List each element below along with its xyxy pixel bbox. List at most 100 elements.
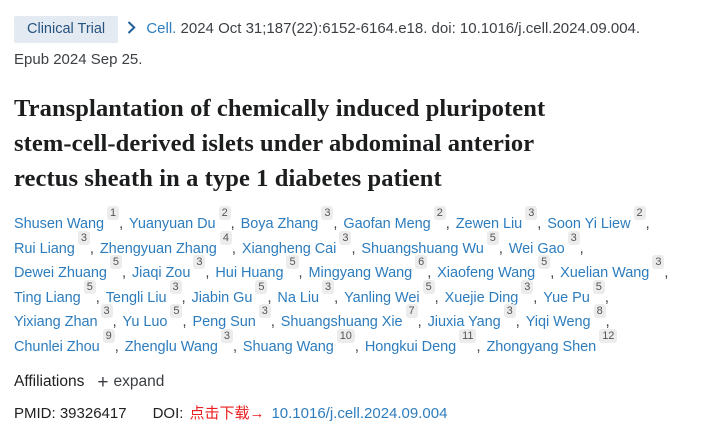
author-affiliation-sup: 10 xyxy=(336,328,355,343)
author-link[interactable]: Boya Zhang xyxy=(240,216,319,232)
author-item: Xuejie Ding3, xyxy=(444,279,544,306)
author-separator: , xyxy=(112,314,121,330)
author-affiliation-sup: 11 xyxy=(459,328,477,343)
author-link[interactable]: Tengli Liu xyxy=(105,289,167,306)
author-separator: , xyxy=(232,338,241,355)
identifiers-row: PMID: 39326417 DOI: 点击下载→ 10.1016/j.cell.20… xyxy=(14,403,701,425)
author-item: Soon Yi Liew2, xyxy=(547,206,651,232)
author-link[interactable]: Xuejie Ding xyxy=(444,289,519,306)
author-link[interactable]: Shuangshuang Wu xyxy=(361,240,484,257)
download-link[interactable]: 点击下载→ xyxy=(189,405,265,422)
expand-affiliations-button[interactable]: + expand xyxy=(97,373,164,392)
author-affiliation-sup: 3 xyxy=(100,304,113,319)
author-affiliation-sup: 2 xyxy=(433,206,446,221)
title-line-3: rectus sheath in a type 1 diabetes patie… xyxy=(14,165,442,192)
author-link[interactable]: Mingyang Wang xyxy=(308,265,413,281)
author-link[interactable]: Gaofan Meng xyxy=(343,216,431,232)
author-separator: , xyxy=(182,314,191,330)
author-separator: , xyxy=(89,240,98,257)
author-separator: , xyxy=(119,216,128,232)
author-link[interactable]: Rui Liang xyxy=(14,240,75,257)
author-separator: , xyxy=(121,265,130,281)
author-item: Mingyang Wang6, xyxy=(308,255,438,281)
author-link[interactable]: Jiabin Gu xyxy=(191,289,253,306)
author-link[interactable]: Peng Sun xyxy=(192,314,256,330)
doi-label: DOI: xyxy=(152,405,184,422)
pmid-value: 39326417 xyxy=(59,405,127,422)
author-item: Hongkui Deng11, xyxy=(364,328,487,355)
author-separator: , xyxy=(417,314,426,330)
author-separator: , xyxy=(445,216,454,232)
author-link[interactable]: Yu Luo xyxy=(122,314,168,330)
author-link[interactable]: Wei Gao xyxy=(508,240,565,257)
author-item: Yanling Wei5, xyxy=(344,279,445,306)
pmid-label: PMID: xyxy=(14,405,56,422)
author-link[interactable]: Yanling Wei xyxy=(344,289,420,306)
author-affiliation-sup: 9 xyxy=(102,328,115,343)
author-affiliation-sup: 5 xyxy=(538,255,551,270)
author-separator: , xyxy=(95,289,104,306)
author-link[interactable]: Shuang Wang xyxy=(242,338,334,355)
author-item: Shuangshuang Wu5, xyxy=(361,230,508,257)
author-item: Tengli Liu3, xyxy=(105,279,192,306)
author-link[interactable]: Shuangshuang Xie xyxy=(280,314,403,330)
author-item: Yuanyuan Du2, xyxy=(129,206,241,232)
author-affiliation-sup: 3 xyxy=(525,206,538,221)
author-affiliation-sup: 5 xyxy=(486,230,499,245)
author-separator: , xyxy=(550,265,559,281)
author-separator: , xyxy=(515,314,524,330)
author-item: Zewen Liu3, xyxy=(455,206,548,232)
author-separator: , xyxy=(334,289,343,306)
author-link[interactable]: Soon Yi Liew xyxy=(547,216,631,232)
author-affiliation-sup: 12 xyxy=(599,328,618,343)
author-affiliation-sup: 3 xyxy=(521,279,534,294)
author-link[interactable]: Hongkui Deng xyxy=(364,338,457,355)
author-link[interactable]: Xuelian Wang xyxy=(560,265,650,281)
author-separator: , xyxy=(533,289,542,306)
journal-link[interactable]: Cell. xyxy=(146,20,177,37)
author-separator: , xyxy=(537,216,546,232)
author-link[interactable]: Chunlei Zhou xyxy=(14,338,100,355)
chevron-right-icon xyxy=(127,16,136,44)
author-separator: , xyxy=(351,240,360,257)
author-separator: , xyxy=(205,265,214,281)
author-affiliation-sup: 1 xyxy=(107,206,120,221)
author-link[interactable]: Ting Liang xyxy=(14,289,81,306)
author-affiliation-sup: 3 xyxy=(220,328,233,343)
author-link[interactable]: Shusen Wang xyxy=(14,216,104,232)
affiliations-row: Affiliations + expand xyxy=(14,370,701,394)
author-link[interactable]: Zhenglu Wang xyxy=(124,338,218,355)
author-separator: , xyxy=(604,289,609,306)
author-item: Wei Gao3, xyxy=(508,230,586,257)
title-line-2: stem-cell-derived islets under abdominal… xyxy=(14,130,535,157)
author-link[interactable]: Yuanyuan Du xyxy=(129,216,216,232)
author-affiliation-sup: 5 xyxy=(83,279,96,294)
author-link[interactable]: Zhengyuan Zhang xyxy=(99,240,217,257)
author-link[interactable]: Jiaqi Zou xyxy=(131,265,191,281)
author-list: Shusen Wang1, Yuanyuan Du2, Boya Zhang3,… xyxy=(14,206,701,359)
author-link[interactable]: Yiqi Weng xyxy=(525,314,591,330)
author-item: Ting Liang5, xyxy=(14,279,106,306)
author-item: Na Liu3, xyxy=(277,279,344,306)
author-item: Jiaqi Zou3, xyxy=(131,255,215,281)
doi-link[interactable]: 10.1016/j.cell.2024.09.004 xyxy=(271,405,448,422)
author-item: Zhongyang Shen12 xyxy=(486,328,618,355)
author-separator: , xyxy=(181,289,190,306)
author-item: Boya Zhang3, xyxy=(240,206,344,232)
author-link[interactable]: Xiaofeng Wang xyxy=(437,265,536,281)
author-link[interactable]: Zhongyang Shen xyxy=(486,338,597,355)
author-link[interactable]: Na Liu xyxy=(277,289,320,306)
author-link[interactable]: Xiangheng Cai xyxy=(241,240,337,257)
author-link[interactable]: Hui Huang xyxy=(215,265,284,281)
author-affiliation-sup: 5 xyxy=(109,255,122,270)
author-affiliation-sup: 3 xyxy=(193,255,206,270)
author-affiliation-sup: 3 xyxy=(652,255,665,270)
author-link[interactable]: Jiuxia Yang xyxy=(427,314,501,330)
author-item: Shusen Wang1, xyxy=(14,206,129,232)
author-link[interactable]: Yixiang Zhan xyxy=(14,314,98,330)
author-link[interactable]: Dewei Zhuang xyxy=(14,265,107,281)
author-item: Gaofan Meng2, xyxy=(343,206,455,232)
author-link[interactable]: Yue Pu xyxy=(543,289,590,306)
author-separator: , xyxy=(664,265,669,281)
author-link[interactable]: Zewen Liu xyxy=(455,216,523,232)
